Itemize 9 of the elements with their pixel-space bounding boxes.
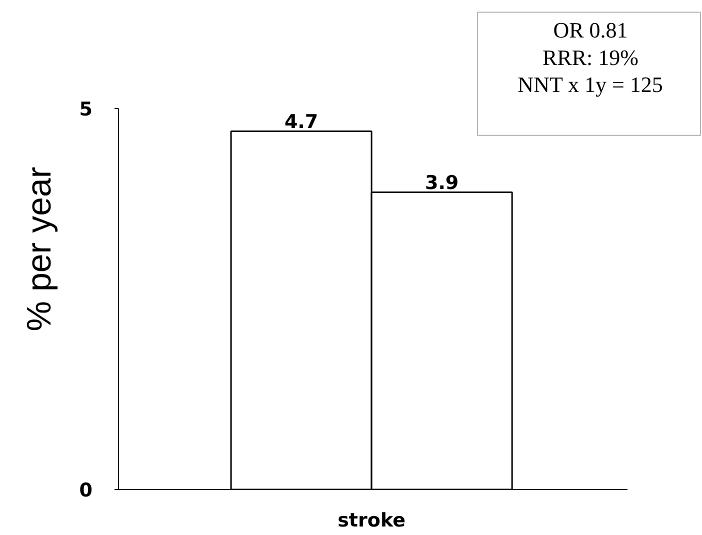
data-label: 3.9	[424, 172, 459, 194]
y-tick-label: 5	[79, 98, 93, 120]
y-axis-title: % per year	[20, 166, 58, 332]
text: NNT x 1y = 125	[518, 72, 663, 97]
text: RRR: 19%	[542, 44, 638, 70]
x-tick-label: stroke	[338, 510, 406, 532]
data-label: 4.7	[284, 111, 318, 134]
text: OR 0.81	[553, 18, 628, 43]
y-tick-label: 0	[79, 480, 93, 502]
